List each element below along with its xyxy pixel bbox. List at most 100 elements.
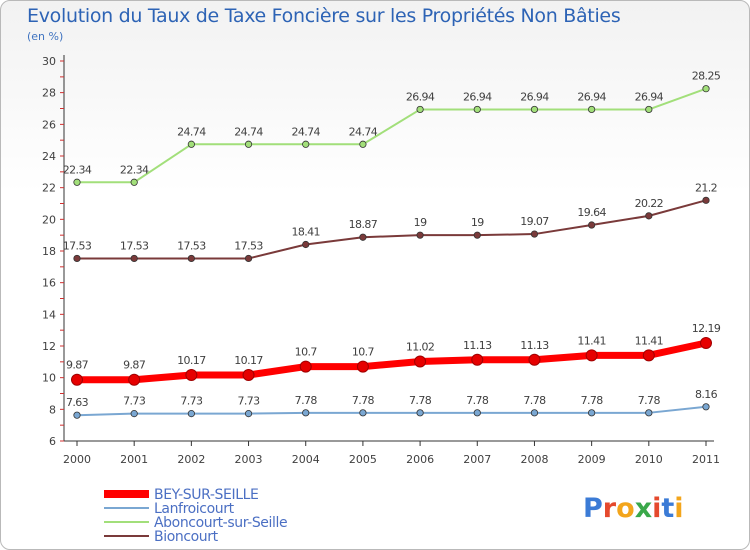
data-label-bioncourt: 17.53 (63, 239, 92, 252)
data-point-bey-sur-seille (128, 373, 141, 386)
data-point-bey-sur-seille (185, 368, 198, 381)
data-point-lanfroicourt (645, 409, 653, 417)
y-tick-label: 6 (49, 435, 56, 448)
data-point-aboncourt-sur-seille (302, 140, 310, 148)
data-point-lanfroicourt (416, 409, 424, 417)
data-point-bioncourt (359, 233, 367, 241)
data-label-lanfroicourt: 7.73 (123, 395, 146, 408)
data-label-bey-sur-seille: 11.13 (463, 339, 492, 352)
x-tick-label: 2006 (406, 453, 434, 466)
y-tick-label: 26 (42, 118, 56, 131)
data-point-aboncourt-sur-seille (359, 140, 367, 148)
x-tick-label: 2003 (235, 453, 263, 466)
logo-letter: x (634, 493, 653, 524)
logo-letter: i (674, 493, 684, 524)
data-label-lanfroicourt: 7.63 (66, 396, 89, 409)
x-tick-label: 2007 (463, 453, 491, 466)
data-point-bioncourt (473, 231, 481, 239)
data-label-bey-sur-seille: 11.13 (520, 339, 549, 352)
legend-label-bioncourt: Bioncourt (154, 529, 219, 545)
data-point-aboncourt-sur-seille (588, 105, 596, 114)
data-label-bioncourt: 20.22 (635, 197, 664, 210)
data-label-bey-sur-seille: 10.17 (234, 354, 263, 367)
data-point-lanfroicourt (588, 409, 596, 417)
data-point-bioncourt (130, 254, 138, 263)
data-point-bey-sur-seille (471, 353, 484, 366)
data-point-aboncourt-sur-seille (416, 105, 424, 114)
data-point-lanfroicourt (473, 409, 481, 417)
data-point-lanfroicourt (359, 409, 367, 417)
data-label-aboncourt-sur-seille: 26.94 (577, 90, 606, 103)
legend-label-lanfroicourt: Lanfroicourt (154, 501, 235, 517)
logo-letter: P (583, 493, 603, 524)
data-label-lanfroicourt: 7.73 (237, 395, 260, 408)
data-label-bey-sur-seille: 9.87 (66, 359, 89, 372)
y-tick-label: 8 (49, 403, 56, 416)
data-label-bioncourt: 21.2 (695, 181, 717, 194)
data-label-bioncourt: 17.53 (234, 239, 263, 252)
chart-title: Evolution du Taux de Taxe Foncière sur l… (27, 5, 621, 27)
data-label-lanfroicourt: 8.16 (695, 388, 718, 401)
data-point-aboncourt-sur-seille (130, 178, 138, 186)
data-label-bey-sur-seille: 10.7 (352, 346, 375, 359)
logo-letter: t (661, 493, 675, 524)
data-label-aboncourt-sur-seille: 24.74 (177, 125, 206, 138)
data-label-aboncourt-sur-seille: 22.34 (63, 163, 92, 176)
data-point-lanfroicourt (244, 410, 253, 418)
data-point-bey-sur-seille (356, 360, 369, 373)
data-point-bioncourt (187, 254, 195, 263)
data-point-aboncourt-sur-seille (187, 140, 195, 148)
data-point-bey-sur-seille (642, 349, 655, 362)
data-point-bey-sur-seille (414, 355, 427, 368)
series-line-bey-sur-seille (73, 339, 710, 384)
x-tick-label: 2009 (578, 453, 606, 466)
data-label-bioncourt: 19.64 (577, 206, 606, 219)
data-label-aboncourt-sur-seille: 26.94 (406, 90, 435, 103)
data-label-lanfroicourt: 7.78 (466, 394, 489, 407)
data-label-bioncourt: 18.41 (291, 226, 320, 239)
data-point-bey-sur-seille (585, 349, 598, 362)
data-point-bey-sur-seille (242, 368, 255, 381)
data-point-bioncourt (645, 212, 653, 220)
x-tick-label: 2004 (292, 453, 320, 466)
data-point-aboncourt-sur-seille (645, 105, 653, 114)
x-tick-label: 2001 (120, 453, 148, 466)
data-label-aboncourt-sur-seille: 24.74 (291, 125, 320, 138)
logo-letter: o (616, 493, 635, 524)
data-point-aboncourt-sur-seille (73, 178, 81, 186)
data-label-bey-sur-seille: 11.02 (406, 341, 435, 354)
data-point-bioncourt (302, 240, 310, 249)
data-label-bey-sur-seille: 11.41 (577, 334, 606, 347)
data-point-aboncourt-sur-seille (473, 105, 481, 114)
data-point-bioncourt (530, 230, 539, 238)
data-label-lanfroicourt: 7.78 (581, 394, 604, 407)
data-label-lanfroicourt: 7.78 (295, 394, 318, 407)
x-tick-label: 2005 (349, 453, 377, 466)
data-point-aboncourt-sur-seille (244, 140, 253, 148)
data-label-bey-sur-seille: 12.19 (692, 322, 721, 335)
data-point-bey-sur-seille (700, 336, 712, 349)
data-label-aboncourt-sur-seille: 24.74 (234, 125, 263, 138)
x-tick-label: 2008 (520, 453, 548, 466)
data-label-lanfroicourt: 7.73 (180, 395, 203, 408)
series-line-bioncourt (76, 199, 707, 260)
data-label-bey-sur-seille: 10.17 (177, 354, 206, 367)
data-label-lanfroicourt: 7.78 (409, 394, 432, 407)
data-point-bioncourt (73, 254, 81, 263)
data-point-lanfroicourt (73, 411, 81, 419)
y-tick-label: 12 (42, 340, 56, 353)
y-tick-label: 30 (42, 55, 56, 68)
y-tick-label: 24 (42, 150, 56, 163)
x-tick-label: 2000 (63, 453, 91, 466)
logo-letter: r (602, 493, 617, 524)
data-point-bioncourt (702, 196, 710, 204)
data-label-aboncourt-sur-seille: 24.74 (349, 125, 378, 138)
data-label-aboncourt-sur-seille: 22.34 (120, 163, 149, 176)
data-label-bioncourt: 19.07 (520, 215, 549, 228)
y-tick-label: 28 (42, 87, 56, 100)
y-tick-label: 14 (42, 308, 56, 321)
data-label-lanfroicourt: 7.78 (523, 394, 546, 407)
data-label-bioncourt: 17.53 (120, 239, 149, 252)
data-point-lanfroicourt (302, 409, 310, 417)
